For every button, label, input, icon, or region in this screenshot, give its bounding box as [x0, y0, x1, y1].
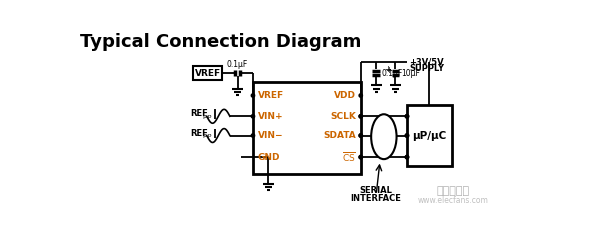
Text: 0.1μF: 0.1μF: [381, 69, 403, 78]
Bar: [407, 105, 452, 166]
Circle shape: [251, 134, 255, 137]
Ellipse shape: [371, 114, 396, 159]
Circle shape: [359, 155, 362, 159]
Text: VREF: VREF: [258, 91, 284, 100]
Text: SUPPLY: SUPPLY: [409, 64, 444, 73]
Circle shape: [251, 115, 255, 118]
Text: REF: REF: [190, 110, 208, 119]
Circle shape: [405, 155, 409, 159]
Text: Typical Connection Diagram: Typical Connection Diagram: [80, 33, 361, 51]
Text: P-P: P-P: [202, 134, 211, 139]
Circle shape: [359, 94, 362, 97]
Text: REF: REF: [190, 129, 208, 138]
Text: GND: GND: [258, 152, 280, 162]
Text: +: +: [384, 65, 391, 74]
Text: μP/μC: μP/μC: [412, 131, 446, 141]
Text: P-P: P-P: [202, 115, 211, 120]
Text: +: +: [385, 66, 392, 75]
Circle shape: [359, 115, 362, 118]
Circle shape: [405, 115, 409, 118]
Text: SERIAL: SERIAL: [360, 186, 393, 195]
Circle shape: [359, 134, 362, 137]
Circle shape: [405, 134, 409, 137]
Text: 10μF: 10μF: [401, 69, 419, 78]
Bar: [253, 82, 361, 174]
Text: www.elecfans.com: www.elecfans.com: [418, 196, 488, 205]
Text: INTERFACE: INTERFACE: [350, 194, 402, 203]
Text: +3V/5V: +3V/5V: [409, 58, 444, 67]
Circle shape: [405, 115, 409, 118]
Circle shape: [405, 134, 409, 137]
Text: VIN+: VIN+: [258, 112, 283, 121]
Text: $\overline{\mathrm{CS}}$: $\overline{\mathrm{CS}}$: [342, 150, 356, 164]
Bar: [193, 66, 222, 80]
Text: VIN−: VIN−: [258, 131, 283, 140]
Circle shape: [251, 94, 255, 97]
Text: 0.1μF: 0.1μF: [227, 60, 248, 69]
Text: SCLK: SCLK: [330, 112, 356, 121]
Text: SDATA: SDATA: [324, 131, 356, 140]
Circle shape: [359, 115, 362, 118]
Circle shape: [359, 155, 362, 159]
Circle shape: [405, 155, 409, 159]
Text: 电子发烧友: 电子发烧友: [437, 186, 469, 196]
Text: VREF: VREF: [195, 69, 221, 78]
Circle shape: [359, 134, 362, 137]
Text: VDD: VDD: [334, 91, 356, 100]
